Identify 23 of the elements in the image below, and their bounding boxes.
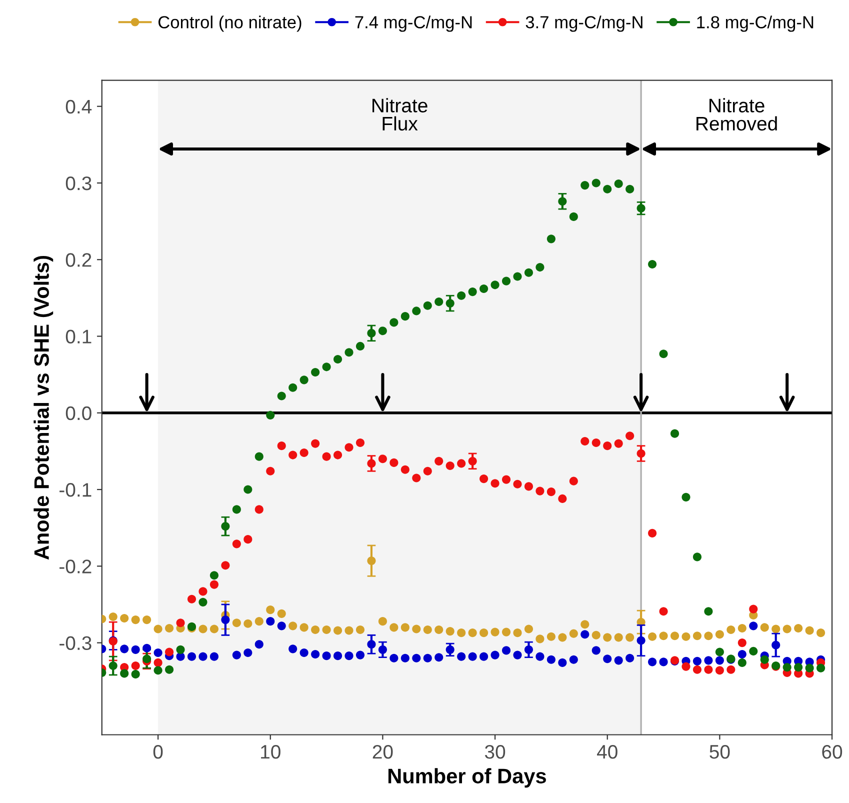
x-tick-label: 0 [153, 744, 163, 759]
annotation: Nitrate Removed [696, 98, 777, 131]
band-label: Nitrate Flux [372, 98, 428, 131]
legend-label: Control (no nitrate) [158, 16, 302, 32]
y-axis-title: Anode Potential vs SHE (Volts) [34, 256, 54, 560]
x-tick-label: 30 [484, 744, 506, 759]
y-tick-label: -0.1 [60, 482, 92, 497]
y-tick-label: 0.2 [66, 253, 92, 267]
x-tick-label: 40 [596, 744, 618, 759]
legend-label: 7.4 mg-C/mg-N [355, 16, 472, 32]
legend-label: 1.8 mg-C/mg-N [697, 16, 814, 32]
x-tick-label: 50 [710, 744, 730, 759]
legend-label: 3.7 mg-C/mg-N [526, 16, 642, 32]
y-tick-label: 0.0 [66, 406, 92, 420]
x-tick-label: 20 [372, 744, 393, 759]
y-tick-label: 0.1 [66, 330, 92, 344]
y-tick-label: -0.2 [60, 560, 92, 574]
x-axis-title: Number of Days [388, 768, 546, 788]
y-tick-label: -0.3 [60, 636, 92, 650]
y-tick-label: 0.3 [66, 176, 92, 190]
x-tick-label: 60 [822, 744, 842, 759]
x-tick-label: 10 [261, 744, 280, 759]
y-tick-label: 0.4 [66, 100, 92, 114]
